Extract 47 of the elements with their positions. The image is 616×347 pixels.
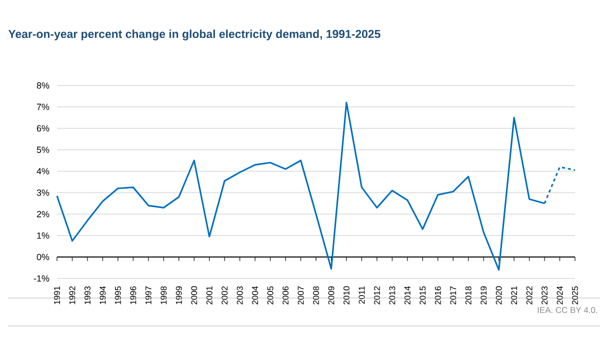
x-tick-label: 2017 [450,286,456,304]
x-tick-label: 2007 [298,286,304,304]
y-tick-label: 1% [37,232,50,239]
x-tick-label: 2013 [389,286,396,304]
y-tick-label: 5% [36,146,50,153]
x-tick-label: 1996 [130,286,136,304]
x-tick-label: 2005 [267,286,274,304]
x-tick-label: 2018 [465,286,472,304]
x-tick-label: 1995 [114,286,121,304]
y-tick-label: 6% [36,125,50,132]
x-tick-label: 2002 [222,286,228,304]
x-tick-label: 2009 [328,286,334,304]
x-tick-label: 2006 [282,286,289,304]
y-tick-label: 8% [36,82,50,89]
x-tick-label: 2014 [404,286,410,304]
x-tick-label: 2019 [480,286,487,304]
y-tick-label: 4% [36,168,50,174]
x-tick-label: 1993 [84,286,90,304]
x-tick-label: 2004 [252,286,258,304]
y-tick-label: -1% [34,275,50,282]
x-tick-label: 2025 [572,286,578,304]
x-tick-label: 2003 [236,286,243,304]
x-tick-label: 2024 [556,286,563,304]
x-tick-label: 1991 [54,286,60,304]
chart-title: Year-on-year percent change in global electricity demand, 1991-2025 [8,30,380,40]
x-tick-label: 2022 [526,286,532,304]
x-tick-label: 2012 [374,286,380,304]
x-tick-label: 2023 [542,286,548,304]
x-tick-label: 1994 [100,286,106,304]
x-tick-label: 2015 [420,286,426,304]
y-tick-label: 3% [36,189,50,196]
x-tick-label: 1997 [145,286,152,304]
text: IEA. CC BY 4.0. [538,307,598,313]
y-tick-label: 2% [36,210,50,218]
x-tick-label: 2001 [206,286,212,304]
x-tick-label: 1992 [69,286,76,304]
x-tick-label: 2010 [343,286,350,304]
x-tick-label: 2011 [358,286,365,304]
x-tick-label: 2000 [191,286,198,304]
x-tick-label: 2020 [496,286,502,304]
y-tick-label: 7% [36,104,50,110]
x-tick-label: 1998 [160,286,167,304]
x-tick-label: 1999 [176,286,182,304]
x-tick-label: 2008 [313,286,319,304]
x-tick-label: 2016 [434,286,441,304]
y-tick-label: 0% [36,254,50,260]
x-tick-label: 2021 [511,286,518,304]
